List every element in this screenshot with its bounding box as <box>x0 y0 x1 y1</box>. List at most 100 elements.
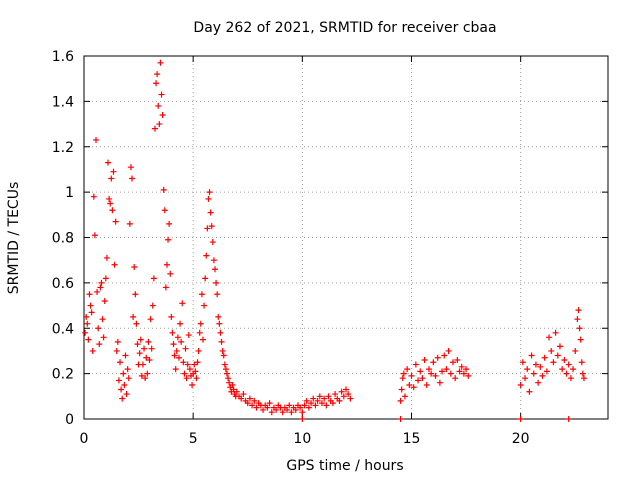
data-point <box>338 388 345 395</box>
data-point <box>127 164 134 171</box>
data-point <box>132 291 139 298</box>
data-point <box>125 375 132 382</box>
data-point <box>575 307 582 314</box>
data-point <box>88 309 95 316</box>
data-point <box>249 402 256 409</box>
data-point <box>151 125 158 132</box>
data-point <box>115 377 122 384</box>
data-point <box>517 381 524 388</box>
data-point <box>181 370 188 377</box>
data-point <box>336 397 343 404</box>
data-point <box>443 366 450 373</box>
data-point <box>107 200 114 207</box>
data-point <box>110 168 117 175</box>
data-point <box>447 370 454 377</box>
data-point <box>454 357 461 364</box>
data-point <box>150 275 157 282</box>
data-point <box>550 359 557 366</box>
data-point <box>212 266 218 273</box>
data-point <box>199 336 206 343</box>
data-point <box>153 80 160 87</box>
data-point <box>109 207 116 214</box>
data-point <box>191 361 198 368</box>
data-point <box>168 313 175 320</box>
data-point <box>316 393 323 400</box>
y-tick-label: 1.2 <box>52 140 74 156</box>
data-point <box>398 386 405 393</box>
data-point <box>219 347 226 354</box>
data-point <box>570 366 577 373</box>
data-point <box>240 391 247 398</box>
data-point <box>183 375 190 382</box>
data-point <box>312 402 319 409</box>
data-point <box>303 397 310 404</box>
chart-title: Day 262 of 2021, SRMTID for receiver cba… <box>193 20 496 36</box>
data-point <box>121 381 128 388</box>
data-point <box>203 252 210 259</box>
data-point <box>458 363 465 370</box>
data-point <box>410 384 417 391</box>
data-point <box>103 254 110 261</box>
data-point <box>463 366 470 373</box>
data-point <box>288 409 295 416</box>
data-point <box>130 313 137 320</box>
data-point <box>175 354 182 361</box>
data-point <box>397 397 404 404</box>
data-point <box>460 370 467 377</box>
data-point <box>408 372 415 379</box>
data-point <box>139 361 146 368</box>
data-point <box>137 336 144 343</box>
data-point <box>120 370 127 377</box>
data-point <box>155 102 162 109</box>
data-point <box>146 357 153 364</box>
data-point <box>220 352 227 359</box>
data-point <box>89 347 96 354</box>
data-point <box>268 409 275 416</box>
data-point <box>193 375 200 382</box>
data-point <box>308 400 315 407</box>
data-point <box>163 261 170 268</box>
data-point <box>195 347 202 354</box>
data-point <box>452 375 459 382</box>
data-point <box>421 357 428 364</box>
data-point <box>123 391 130 398</box>
data-point <box>205 195 212 202</box>
data-point <box>340 393 347 400</box>
data-point <box>134 341 141 348</box>
data-point <box>221 361 228 368</box>
data-point <box>174 334 181 341</box>
data-point <box>82 329 89 336</box>
data-point <box>99 316 106 323</box>
data-point <box>94 288 101 295</box>
data-point <box>286 402 293 409</box>
data-point <box>456 368 463 375</box>
data-point <box>524 366 531 373</box>
data-point <box>559 366 566 373</box>
data-point <box>97 284 104 291</box>
data-point <box>102 275 109 282</box>
data-point <box>83 313 90 320</box>
data-point <box>147 316 154 323</box>
data-point <box>112 218 119 225</box>
data-point <box>332 391 339 398</box>
data-point <box>178 338 185 345</box>
data-point <box>113 347 120 354</box>
y-tick-label: 0.6 <box>52 276 74 292</box>
data-point <box>535 379 542 386</box>
data-point <box>264 404 271 411</box>
data-point <box>159 111 166 118</box>
data-point <box>565 416 572 422</box>
data-point <box>445 347 452 354</box>
data-point <box>530 370 537 377</box>
data-point <box>108 175 115 182</box>
data-point <box>567 375 574 382</box>
data-point <box>325 393 332 400</box>
data-point <box>432 372 439 379</box>
data-point <box>314 397 321 404</box>
data-point <box>401 393 408 400</box>
data-point <box>189 381 196 388</box>
data-point <box>216 320 223 327</box>
data-point <box>214 291 221 298</box>
data-point <box>425 366 432 373</box>
data-point <box>561 357 568 364</box>
